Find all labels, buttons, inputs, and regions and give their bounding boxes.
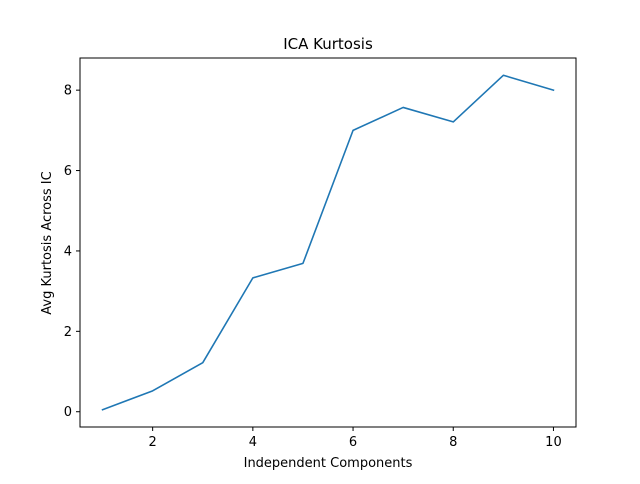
x-axis-title: Independent Components	[244, 456, 413, 471]
series-line-0	[101, 74, 555, 411]
y-tick-label-2: 2	[64, 325, 72, 340]
plot-area: 2 4 6 8 10 0 2 4 6 8	[64, 57, 577, 450]
x-tick-label-2: 2	[149, 435, 157, 450]
y-axis-title: Avg Kurtosis Across IC	[40, 171, 55, 314]
x-tick-label-4: 4	[249, 435, 257, 450]
x-tick-label-6: 6	[349, 435, 357, 450]
y-tick-label-6: 6	[64, 164, 72, 179]
y-tick-label-4: 4	[64, 244, 72, 259]
x-tick-label-8: 8	[449, 435, 457, 450]
axes-frame	[79, 57, 577, 428]
y-tick-label-8: 8	[64, 84, 72, 99]
x-tick-label-10: 10	[545, 435, 562, 450]
y-tick-label-0: 0	[64, 405, 72, 420]
chart-title: ICA Kurtosis	[283, 35, 373, 53]
